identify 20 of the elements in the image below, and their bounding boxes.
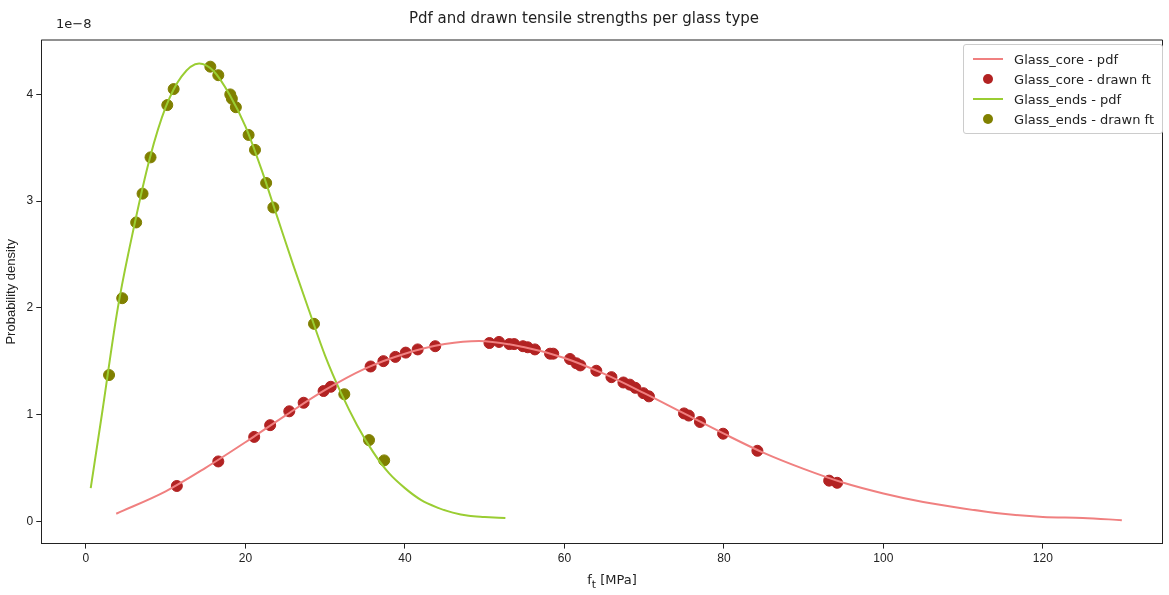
chart-title: Pdf and drawn tensile strengths per glass type <box>408 8 760 27</box>
x-tick-label: 120 <box>1032 551 1054 566</box>
y-axis-title: Probability density <box>3 238 19 345</box>
legend-label: Glass_core - pdf <box>1014 51 1118 67</box>
x-tick-label: 100 <box>873 551 894 566</box>
y-tick-label: 0 <box>26 513 34 528</box>
x-tick-label: 20 <box>238 551 253 566</box>
y-tick-label: 4 <box>26 86 34 101</box>
x-axis-title: f$_{t}$ [MPa] <box>586 572 638 591</box>
y-tick-label: 3 <box>26 193 34 208</box>
x-tick-label: 0 <box>82 551 90 566</box>
x-tick-label: 40 <box>398 551 412 566</box>
y-tick-label: 2 <box>26 300 34 315</box>
legend-label: Glass_ends - drawn ft <box>1014 111 1154 127</box>
x-tick-label: 80 <box>717 551 731 566</box>
legend-label: Glass_ends - pdf <box>1014 91 1122 107</box>
y-tick-label: 1 <box>26 406 34 421</box>
legend-label: Glass_core - drawn ft <box>1014 71 1151 87</box>
x-tick-label: 60 <box>557 551 572 566</box>
text: 1e−8 <box>56 16 92 31</box>
